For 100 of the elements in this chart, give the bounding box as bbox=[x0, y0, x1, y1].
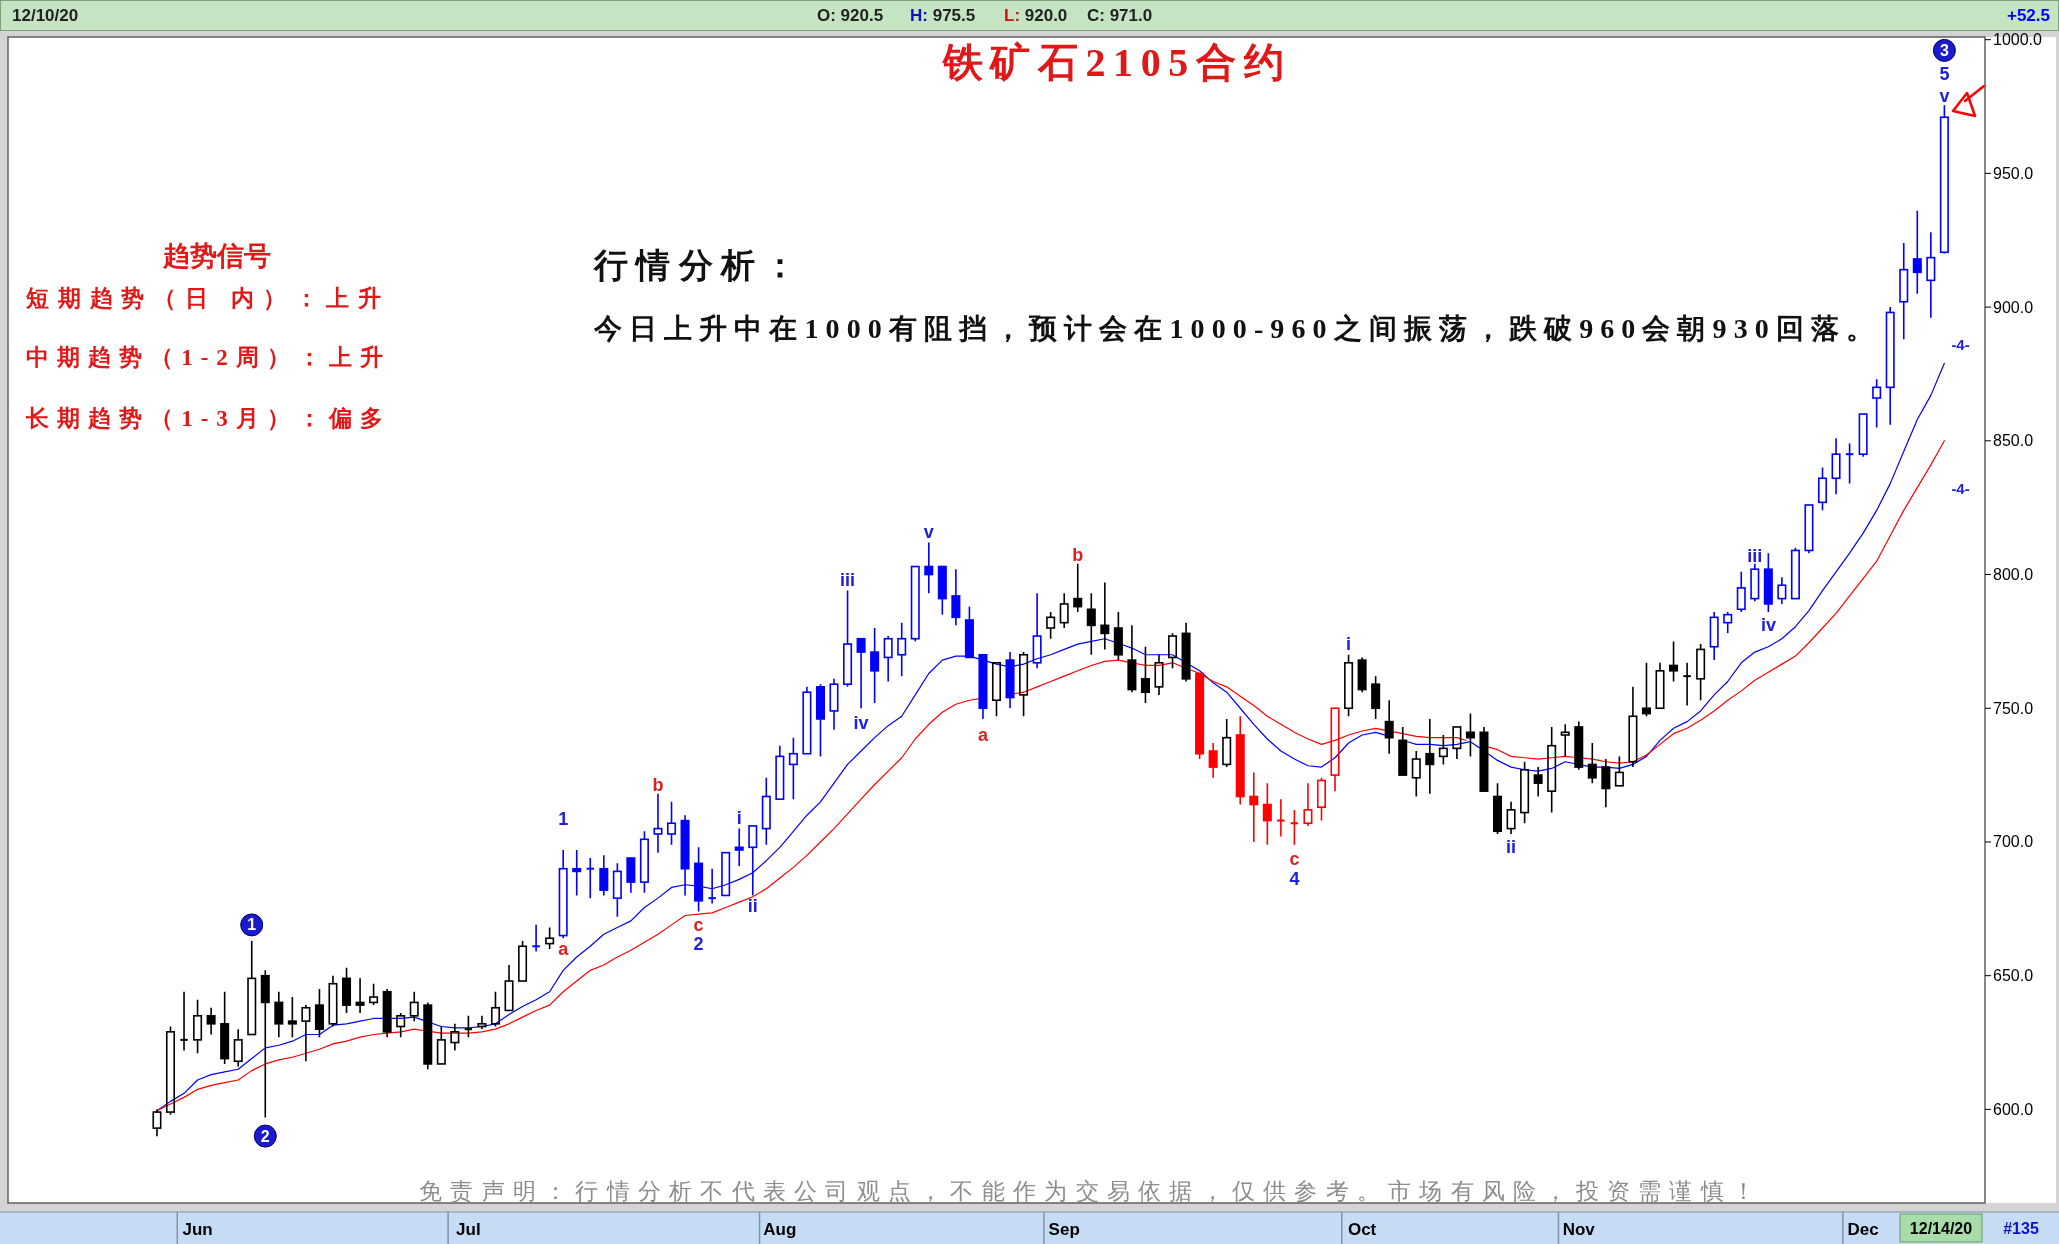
candlestick bbox=[409, 990, 419, 1022]
candlestick bbox=[1669, 640, 1679, 683]
candlestick bbox=[342, 966, 352, 1014]
candlestick bbox=[1655, 661, 1665, 710]
text: C: 971.0 bbox=[1087, 5, 1153, 25]
candlestick bbox=[301, 1004, 311, 1063]
candlestick bbox=[653, 793, 663, 854]
x-tick-label: Sep bbox=[1048, 1219, 1080, 1239]
candlestick bbox=[1371, 675, 1381, 720]
candlestick bbox=[788, 736, 798, 800]
candlestick bbox=[531, 924, 541, 953]
candlestick bbox=[1438, 734, 1448, 766]
y-tick-label: 600.0 bbox=[1993, 1100, 2034, 1118]
candlestick bbox=[924, 541, 934, 595]
candlestick bbox=[179, 990, 189, 1052]
candlestick bbox=[1628, 686, 1638, 768]
candlestick bbox=[1696, 643, 1706, 702]
candlestick bbox=[1899, 242, 1909, 340]
candlestick bbox=[1926, 231, 1936, 319]
annotation: 1 bbox=[247, 916, 257, 934]
x-tick-label: Nov bbox=[1562, 1219, 1596, 1239]
candlestick bbox=[1330, 707, 1340, 792]
candlestick bbox=[856, 637, 866, 710]
candlestick bbox=[585, 857, 595, 899]
candlestick bbox=[883, 635, 893, 683]
candlestick bbox=[504, 964, 514, 1012]
candlestick bbox=[1384, 699, 1394, 755]
candlestick bbox=[287, 996, 297, 1038]
candlestick bbox=[1181, 621, 1191, 683]
series-label: -4- bbox=[1951, 480, 1970, 498]
candlestick bbox=[1019, 651, 1029, 718]
text: +52.5 bbox=[2006, 5, 2050, 25]
candlestick bbox=[1533, 766, 1543, 798]
candlestick bbox=[1709, 611, 1719, 661]
candlestick bbox=[666, 801, 677, 846]
candlestick bbox=[490, 990, 500, 1028]
annotation: 2 bbox=[260, 1127, 270, 1145]
candlestick bbox=[1073, 563, 1083, 613]
text: H: 975.5 bbox=[910, 5, 976, 25]
candlestick bbox=[1641, 661, 1651, 718]
text: 12/10/20 bbox=[12, 5, 79, 25]
candlestick bbox=[978, 653, 988, 720]
candlestick bbox=[626, 857, 636, 894]
candlestick bbox=[1912, 210, 1922, 295]
candlestick bbox=[1208, 742, 1218, 779]
candlestick bbox=[1560, 723, 1570, 758]
candlestick bbox=[1601, 758, 1611, 808]
y-tick-label: 900.0 bbox=[1993, 298, 2034, 316]
candlestick bbox=[1736, 571, 1746, 613]
candlestick bbox=[1885, 306, 1895, 426]
candlestick bbox=[1411, 750, 1421, 798]
annotation: c bbox=[1289, 849, 1300, 870]
candlestick bbox=[734, 827, 744, 867]
annotation: v bbox=[1939, 85, 1950, 106]
y-tick-label: 1000.0 bbox=[1993, 31, 2043, 49]
candlestick bbox=[829, 678, 839, 731]
annotation: 中期趋势（1-2周）：上升 bbox=[26, 344, 383, 370]
candlestick bbox=[1032, 592, 1042, 669]
candlestick bbox=[233, 1028, 243, 1068]
candlestick bbox=[761, 776, 771, 846]
candlestick bbox=[1249, 771, 1259, 843]
annotation: iii bbox=[1747, 545, 1763, 566]
candlestick bbox=[1005, 651, 1015, 710]
candlestick bbox=[1831, 437, 1841, 496]
annotation: ii bbox=[1506, 837, 1517, 858]
candlestick bbox=[1506, 801, 1516, 835]
candlestick bbox=[1858, 413, 1868, 458]
candlestick bbox=[220, 990, 230, 1065]
x-tick-label: Aug bbox=[763, 1219, 797, 1239]
candlestick bbox=[775, 744, 785, 800]
candlestick bbox=[558, 849, 568, 940]
annotation: i bbox=[1346, 634, 1352, 655]
candlestick bbox=[1222, 718, 1232, 768]
x-tick-label: Dec bbox=[1847, 1219, 1879, 1239]
candlestick bbox=[1425, 718, 1435, 795]
candlestick bbox=[328, 974, 338, 1028]
candlestick bbox=[1520, 760, 1530, 825]
candlestick bbox=[1723, 611, 1733, 635]
y-tick-label: 650.0 bbox=[1993, 967, 2034, 985]
candlestick bbox=[599, 854, 609, 897]
candlestick bbox=[1547, 726, 1557, 814]
annotation: 2 bbox=[693, 933, 704, 954]
candlestick bbox=[1682, 661, 1692, 707]
annotation: ii bbox=[747, 896, 758, 917]
candlestick bbox=[1127, 624, 1137, 694]
candlestick bbox=[274, 990, 284, 1038]
annotation: 4 bbox=[1289, 869, 1300, 890]
candlestick bbox=[247, 940, 257, 1036]
candlestick bbox=[1289, 809, 1300, 846]
candlestick bbox=[463, 1015, 474, 1038]
candlestick bbox=[1777, 576, 1787, 605]
x-tick-label: Jun bbox=[182, 1219, 213, 1239]
candlestick bbox=[897, 621, 907, 677]
annotation: 长期趋势（1-3月）：偏多 bbox=[25, 405, 383, 431]
text: L: 920.0 bbox=[1004, 5, 1068, 25]
candlestick bbox=[355, 977, 365, 1014]
text: #135 bbox=[2003, 1219, 2039, 1237]
candlestick bbox=[707, 867, 717, 905]
candlestick bbox=[1763, 552, 1773, 613]
text: 12/14/20 bbox=[1909, 1219, 1973, 1237]
